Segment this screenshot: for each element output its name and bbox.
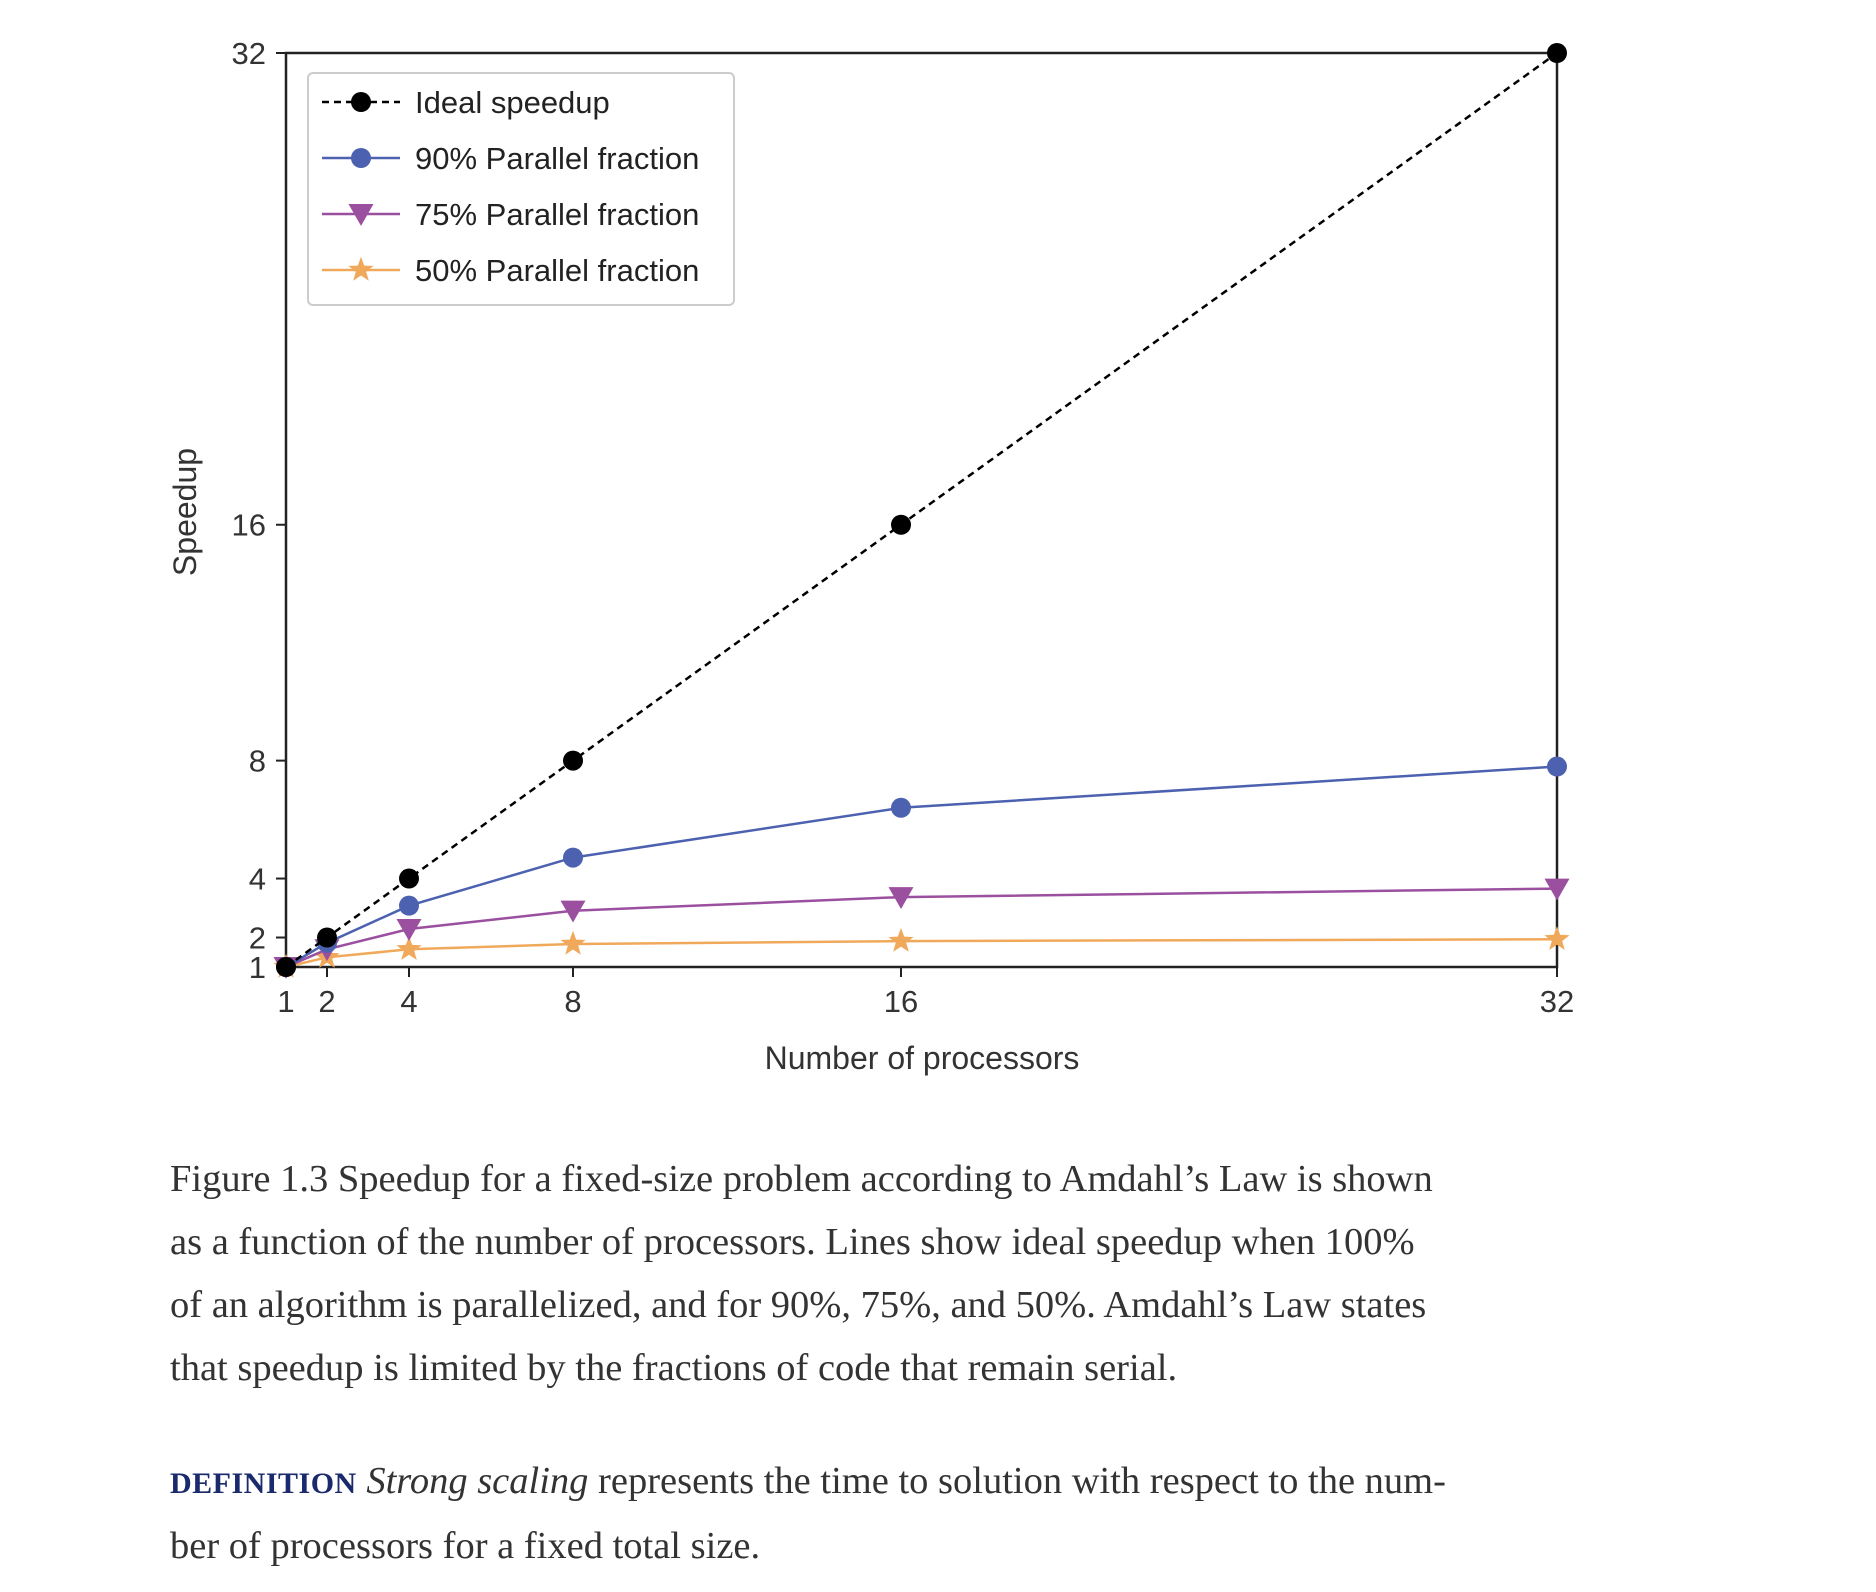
series-line <box>285 938 1558 969</box>
x-tick-label: 8 <box>564 984 581 1019</box>
data-point <box>399 868 419 889</box>
legend-item: 90% Parallel fraction <box>322 141 699 176</box>
legend-marker <box>351 92 371 112</box>
x-tick-label: 2 <box>318 984 335 1019</box>
y-tick-label: 16 <box>232 508 266 543</box>
data-point <box>891 514 911 535</box>
data-point <box>560 900 586 923</box>
y-tick-label: 2 <box>249 921 266 956</box>
series-4 <box>273 926 1570 978</box>
series-3 <box>273 878 1570 979</box>
caption-line: as a function of the number of processor… <box>170 1221 1415 1263</box>
data-point <box>1544 878 1570 901</box>
data-point <box>396 918 422 941</box>
data-point <box>1547 43 1567 63</box>
legend-label: Ideal speedup <box>415 85 610 120</box>
legend-marker <box>351 148 371 168</box>
y-axis-label: Speedup <box>167 448 203 576</box>
legend-marker <box>348 204 374 226</box>
text-block: Figure 1.3 Speedup for a fixed-size prob… <box>170 1148 1570 1578</box>
legend-label: 50% Parallel fraction <box>415 253 699 288</box>
definition-text-line2: ber of processors for a fixed total size… <box>170 1525 761 1567</box>
legend-item: 50% Parallel fraction <box>322 253 699 288</box>
figure: 1 2 4 8 16 32 1 2 4 8 16 32 Ideal speedup 90% Parall… <box>167 36 1574 1076</box>
data-point <box>317 927 337 948</box>
data-point <box>888 887 914 909</box>
definition-paragraph: DEFINITION Strong scaling represents the… <box>170 1450 1570 1578</box>
data-point <box>563 847 583 868</box>
legend-item: 75% Parallel fraction <box>322 197 699 232</box>
data-point <box>1547 756 1567 777</box>
y-tick-label: 32 <box>232 36 266 71</box>
data-point <box>276 957 296 977</box>
data-point <box>399 895 419 916</box>
legend-box <box>307 72 735 306</box>
caption-line: of an algorithm is parallelized, and for… <box>170 1284 1427 1326</box>
legend-label: 75% Parallel fraction <box>415 197 699 232</box>
x-tick-label: 16 <box>884 984 918 1019</box>
data-point <box>1544 926 1570 950</box>
x-axis-label: Number of processors <box>765 1040 1080 1076</box>
legend-marker <box>348 256 374 281</box>
y-tick-label: 4 <box>249 862 266 897</box>
series-2 <box>276 756 1567 977</box>
definition-text: represents the time to solution with res… <box>588 1460 1446 1502</box>
series-1 <box>276 43 1567 977</box>
y-tick-label: 8 <box>249 744 266 779</box>
definition-term: Strong scaling <box>366 1460 589 1502</box>
data-point <box>560 930 586 955</box>
plot-frame <box>284 51 1559 969</box>
data-point <box>888 927 914 952</box>
definition-label: DEFINITION <box>170 1467 357 1500</box>
data-point <box>891 797 911 818</box>
data-point <box>563 750 583 771</box>
figure-caption: Figure 1.3 Speedup for a fixed-size prob… <box>170 1148 1570 1400</box>
series-line <box>285 887 1558 969</box>
series-line <box>285 765 1558 969</box>
y-tick-label: 1 <box>249 950 266 985</box>
legend-item: Ideal speedup <box>322 85 610 120</box>
x-tick-label: 32 <box>1540 984 1574 1019</box>
x-tick-label: 1 <box>277 984 294 1019</box>
caption-line: Figure 1.3 Speedup for a fixed-size prob… <box>170 1158 1433 1200</box>
x-tick-label: 4 <box>400 984 417 1019</box>
legend-label: 90% Parallel fraction <box>415 141 699 176</box>
caption-line: that speedup is limited by the fractions… <box>170 1347 1178 1389</box>
data-point <box>396 936 422 960</box>
